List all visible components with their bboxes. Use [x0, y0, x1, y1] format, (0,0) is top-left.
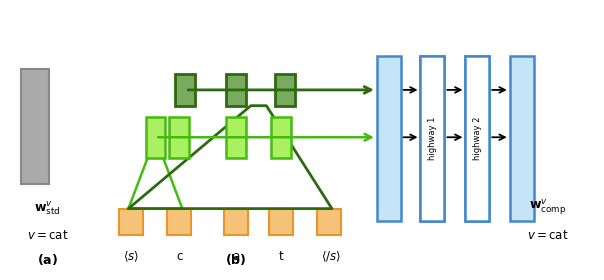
FancyBboxPatch shape [120, 209, 143, 235]
FancyBboxPatch shape [226, 117, 246, 158]
FancyBboxPatch shape [224, 209, 248, 235]
FancyBboxPatch shape [175, 74, 195, 106]
Text: $\mathbf{w}^v_\mathrm{std}$: $\mathbf{w}^v_\mathrm{std}$ [34, 199, 61, 217]
FancyBboxPatch shape [269, 209, 293, 235]
Text: $\mathbf{(b)}$: $\mathbf{(b)}$ [225, 252, 247, 267]
FancyBboxPatch shape [510, 56, 533, 221]
Text: $\langle s\rangle$: $\langle s\rangle$ [123, 249, 140, 264]
Text: $v=\mathrm{cat}$: $v=\mathrm{cat}$ [527, 228, 568, 242]
FancyBboxPatch shape [146, 117, 165, 158]
Text: $\mathbf{w}^v_\mathrm{comp}$: $\mathbf{w}^v_\mathrm{comp}$ [528, 197, 566, 217]
Text: $\mathbf{(a)}$: $\mathbf{(a)}$ [37, 252, 58, 267]
Text: highway 2: highway 2 [473, 117, 482, 160]
Text: $v=\mathrm{cat}$: $v=\mathrm{cat}$ [27, 228, 68, 242]
Text: c: c [176, 250, 182, 263]
FancyBboxPatch shape [226, 74, 246, 106]
FancyBboxPatch shape [317, 209, 341, 235]
Text: highway 1: highway 1 [428, 117, 437, 160]
FancyBboxPatch shape [465, 56, 489, 221]
FancyBboxPatch shape [420, 56, 445, 221]
Text: a: a [233, 250, 240, 263]
Text: $\langle /s\rangle$: $\langle /s\rangle$ [321, 249, 341, 264]
Text: highway 2: highway 2 [473, 117, 482, 160]
FancyBboxPatch shape [420, 56, 445, 221]
FancyBboxPatch shape [21, 69, 50, 184]
FancyBboxPatch shape [170, 117, 189, 158]
FancyBboxPatch shape [275, 74, 295, 106]
FancyBboxPatch shape [465, 56, 489, 221]
FancyBboxPatch shape [167, 209, 191, 235]
FancyBboxPatch shape [377, 56, 400, 221]
FancyBboxPatch shape [271, 117, 291, 158]
Text: t: t [278, 250, 283, 263]
Text: highway 1: highway 1 [428, 117, 437, 160]
